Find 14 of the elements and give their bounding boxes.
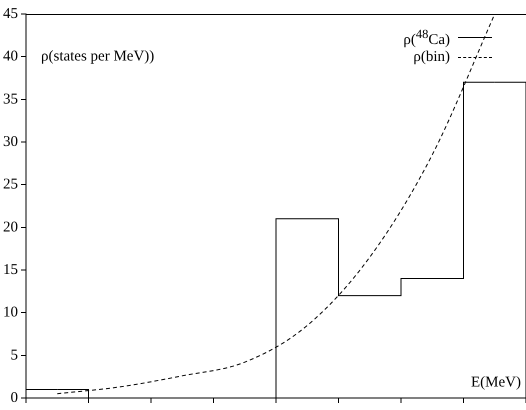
legend-label: ρ($^{48}$Ca): [403, 26, 450, 49]
y-tick-label: 10: [3, 304, 18, 321]
y-tick-label: 15: [3, 262, 18, 278]
y-tick-label: 20: [3, 219, 18, 236]
y-tick-label: 25: [3, 176, 18, 193]
y-tick-label: 40: [3, 48, 18, 65]
y-tick-label: 35: [3, 91, 18, 108]
y-tick-label: 0: [10, 390, 18, 406]
x-axis-title: E(MeV): [471, 374, 521, 390]
y-tick-label: 45: [3, 6, 18, 22]
y-tick-label: 5: [10, 347, 18, 364]
y-tick-label: 30: [3, 134, 18, 150]
legend-label: ρ(bin): [413, 49, 450, 66]
y-axis-title: ρ(states per MeV)): [41, 48, 154, 65]
